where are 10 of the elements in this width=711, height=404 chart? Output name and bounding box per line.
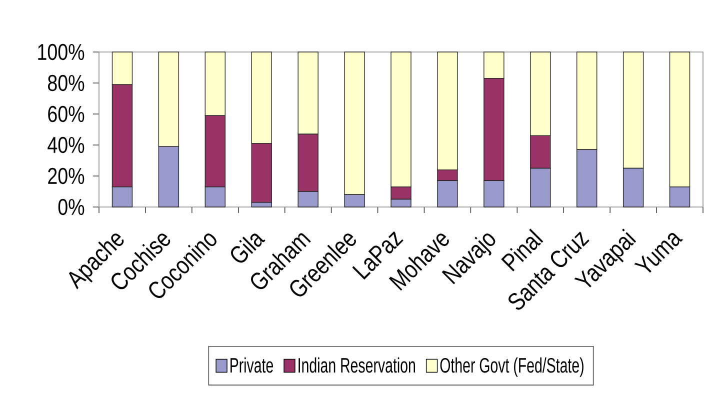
legend-label: Other Govt (Fed/State) [440, 357, 584, 377]
y-tick-label: 80% [48, 74, 84, 92]
y-tick-label: 60% [48, 106, 84, 122]
y-tick-label: 0% [58, 198, 84, 216]
x-tick-label: Yuma [634, 232, 683, 273]
y-tick-label: 20% [48, 168, 84, 184]
y-tick-label: 100% [38, 44, 84, 60]
legend-label: Indian Reservation [298, 357, 415, 373]
legend-label: Private [230, 357, 274, 373]
y-tick-label: 40% [48, 136, 84, 154]
